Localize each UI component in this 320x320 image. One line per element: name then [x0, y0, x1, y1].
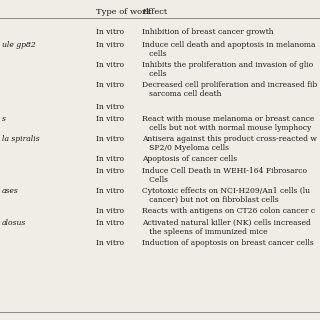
Text: In vitro: In vitro [96, 28, 124, 36]
Text: Decreased cell proliferation and increased fib
   sarcoma cell death: Decreased cell proliferation and increas… [142, 81, 318, 98]
Text: In vitro: In vitro [96, 187, 124, 195]
Text: Induce cell death and apoptosis in melanoma
   cells: Induce cell death and apoptosis in melan… [142, 41, 316, 58]
Text: Apoptosis of cancer cells: Apoptosis of cancer cells [142, 155, 237, 163]
Text: In vitro: In vitro [96, 103, 124, 111]
Text: la spiralis: la spiralis [2, 135, 40, 143]
Text: In vitro: In vitro [96, 167, 124, 175]
Text: In vitro: In vitro [96, 41, 124, 49]
Text: In vitro: In vitro [96, 115, 124, 123]
Text: Activated natural killer (NK) cells increased
   the spleens of immunized mice: Activated natural killer (NK) cells incr… [142, 219, 311, 236]
Text: Inhibition of breast cancer growth: Inhibition of breast cancer growth [142, 28, 274, 36]
Text: ule gp82: ule gp82 [2, 41, 36, 49]
Text: Effect: Effect [142, 8, 168, 16]
Text: Induction of apoptosis on breast cancer cells: Induction of apoptosis on breast cancer … [142, 239, 314, 247]
Text: In vitro: In vitro [96, 219, 124, 227]
Text: In vitro: In vitro [96, 81, 124, 89]
Text: Cytotoxic effects on NCI-H209/An1 cells (lu
   cancer) but not on fibroblast cel: Cytotoxic effects on NCI-H209/An1 cells … [142, 187, 310, 204]
Text: In vitro: In vitro [96, 155, 124, 163]
Text: In vitro: In vitro [96, 207, 124, 215]
Text: In vitro: In vitro [96, 135, 124, 143]
Text: React with mouse melanoma or breast cance
   cells but not with normal mouse lym: React with mouse melanoma or breast canc… [142, 115, 315, 132]
Text: Induce Cell Death in WEHI-164 Fibrosarco
   Cells: Induce Cell Death in WEHI-164 Fibrosarco… [142, 167, 308, 184]
Text: alosus: alosus [2, 219, 26, 227]
Text: Reacts with antigens on CT26 colon cancer c: Reacts with antigens on CT26 colon cance… [142, 207, 316, 215]
Text: Antisera against this product cross-reacted w
   SP2/0 Myeloma cells: Antisera against this product cross-reac… [142, 135, 317, 152]
Text: s: s [2, 115, 6, 123]
Text: In vitro: In vitro [96, 61, 124, 69]
Text: Inhibits the proliferation and invasion of glio
   cells: Inhibits the proliferation and invasion … [142, 61, 314, 78]
Text: Type of work: Type of work [96, 8, 151, 16]
Text: ases: ases [2, 187, 19, 195]
Text: In vitro: In vitro [96, 239, 124, 247]
